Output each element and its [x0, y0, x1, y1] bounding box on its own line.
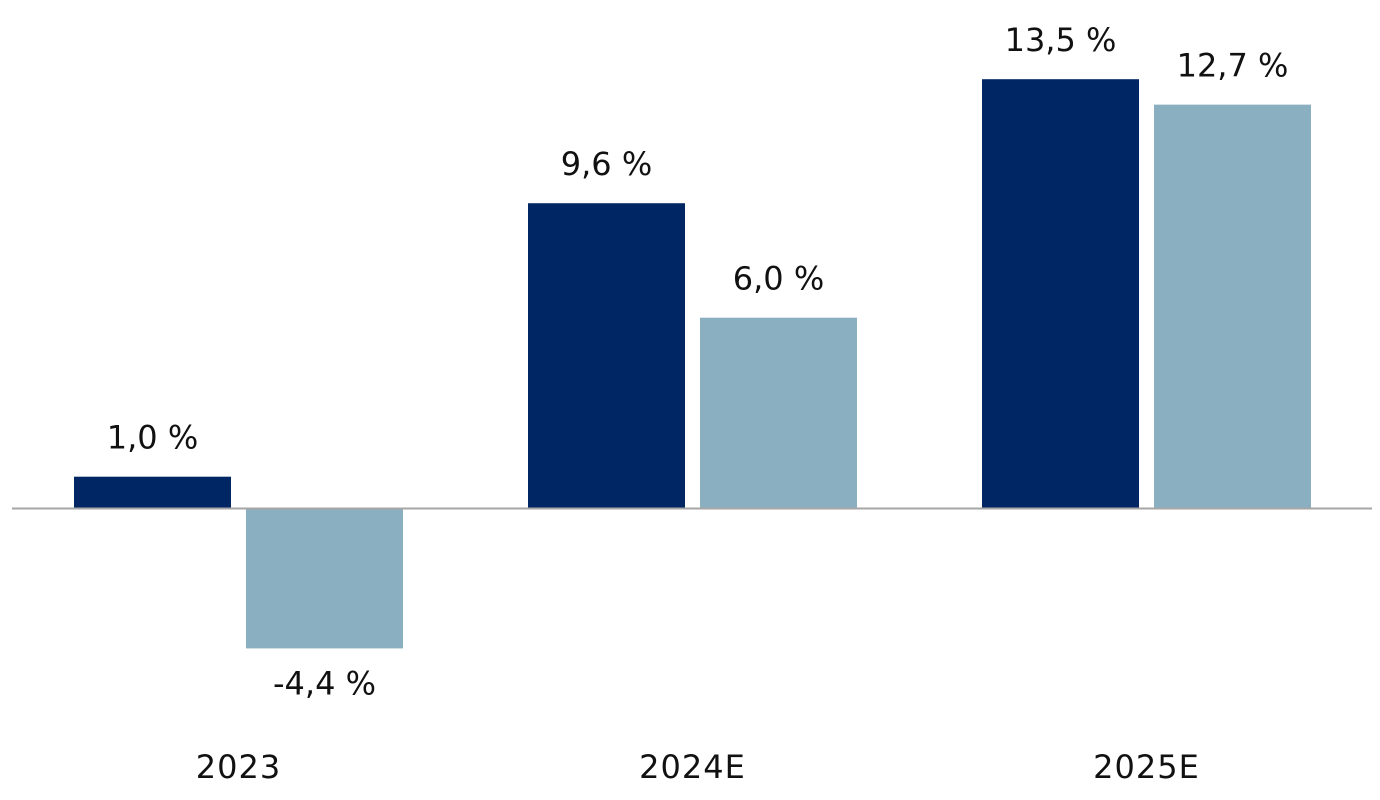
data-labels: 1,0 % -4,4 % 9,6 % 6,0 % 13,5 % 12,7 %	[107, 21, 1289, 702]
bars	[74, 79, 1311, 649]
bar-2023-series-2	[246, 508, 403, 649]
x-tick-label-2023: 2023	[196, 748, 281, 786]
bar-2025e-series-2	[1154, 104, 1311, 509]
bar-2025e-series-1	[982, 79, 1139, 509]
bar-2024e-series-2	[700, 317, 857, 509]
data-label-2025e-series-1: 13,5 %	[1005, 21, 1117, 59]
x-axis-tick-labels: 2023 2024E 2025E	[196, 748, 1200, 786]
data-label-2024e-series-2: 6,0 %	[733, 260, 824, 298]
data-label-2023-series-2: -4,4 %	[273, 664, 376, 702]
data-label-2025e-series-2: 12,7 %	[1177, 47, 1289, 85]
data-label-2024e-series-1: 9,6 %	[561, 145, 652, 183]
x-tick-label-2024e: 2024E	[639, 748, 746, 786]
data-label-2023-series-1: 1,0 %	[107, 419, 198, 457]
bar-2024e-series-1	[528, 203, 685, 509]
x-tick-label-2025e: 2025E	[1093, 748, 1200, 786]
bar-2023-series-1	[74, 476, 231, 509]
